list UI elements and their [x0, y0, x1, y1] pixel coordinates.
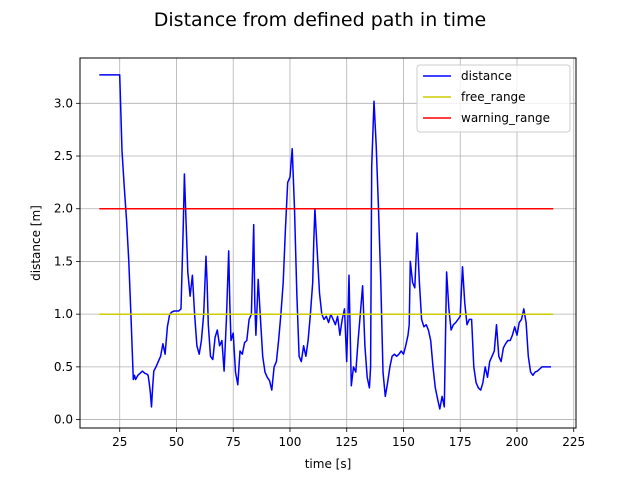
x-tick-label: 50 — [169, 435, 184, 449]
y-tick-label: 0.0 — [54, 413, 73, 427]
legend-box — [416, 64, 571, 133]
x-tick-label: 25 — [112, 435, 127, 449]
legend: distance free_range warning_range — [416, 64, 571, 133]
x-tick-label: 125 — [335, 435, 358, 449]
y-axis-label: distance [m] — [29, 205, 43, 281]
y-tick-label: 0.5 — [54, 360, 73, 374]
x-tick-label: 175 — [449, 435, 472, 449]
y-tick-label: 2.0 — [54, 202, 73, 216]
series-group — [99, 74, 554, 410]
x-axis-label: time [s] — [305, 457, 352, 471]
x-tick-label: 150 — [392, 435, 415, 449]
y-tick-label: 2.5 — [54, 149, 73, 163]
x-axis: 25 50 75 100 125 150 175 200 225 — [112, 428, 585, 449]
plot-frame — [79, 57, 577, 429]
legend-entry: free_range — [461, 90, 526, 104]
chart-title: Distance from defined path in time — [154, 9, 486, 31]
x-tick-label: 75 — [226, 435, 241, 449]
legend-entry: warning_range — [461, 111, 550, 125]
x-tick-label: 225 — [562, 435, 585, 449]
x-tick-label: 100 — [279, 435, 302, 449]
y-axis: 0.0 0.5 1.0 1.5 2.0 2.5 3.0 — [54, 96, 80, 427]
y-tick-label: 1.0 — [54, 307, 73, 321]
legend-entry: distance — [461, 69, 512, 83]
y-tick-label: 3.0 — [54, 96, 73, 110]
x-tick-label: 200 — [506, 435, 529, 449]
y-tick-label: 1.5 — [54, 254, 73, 268]
